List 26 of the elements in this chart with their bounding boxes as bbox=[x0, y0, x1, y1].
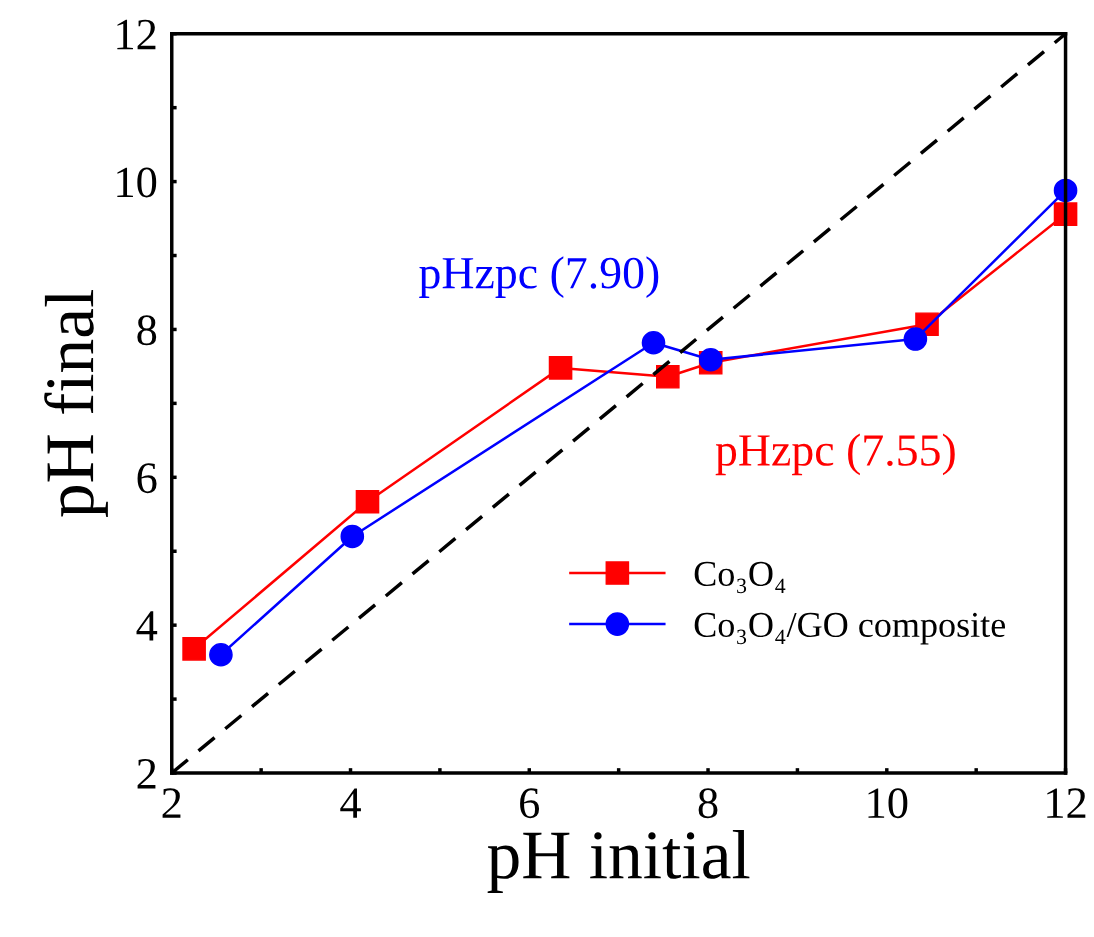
point bbox=[340, 524, 365, 549]
x-axis-title: pH initial bbox=[487, 830, 750, 893]
x-tick-label: 8 bbox=[698, 788, 718, 819]
y-tick-label: 4 bbox=[136, 611, 158, 641]
x-tick-label: 4 bbox=[340, 788, 361, 818]
x-tick-label: 10 bbox=[868, 788, 908, 819]
point bbox=[182, 637, 206, 661]
point bbox=[656, 364, 680, 389]
x-tick-label: 6 bbox=[520, 788, 540, 819]
y-axis-title: pH final bbox=[44, 290, 108, 518]
y-tick-label: 6 bbox=[137, 463, 157, 494]
point bbox=[209, 642, 233, 667]
y-tick-label: 2 bbox=[137, 759, 156, 789]
point bbox=[548, 356, 573, 380]
y-tick-label: 8 bbox=[137, 315, 157, 346]
y-tick-label: 12 bbox=[117, 19, 156, 50]
x-tick-label: 2 bbox=[162, 788, 181, 818]
annotation: pHzpc (7.90) bbox=[419, 256, 659, 298]
y-tick-label: 10 bbox=[117, 167, 157, 198]
annotation: pHzpc (7.55) bbox=[715, 433, 955, 476]
x-tick-label: 12 bbox=[1047, 788, 1086, 818]
point bbox=[641, 330, 666, 355]
point bbox=[903, 327, 928, 351]
point bbox=[355, 489, 380, 514]
legend-label: Co₃O₄/GO composite bbox=[694, 612, 1005, 645]
legend-label: Co₃O₄ bbox=[694, 561, 786, 594]
